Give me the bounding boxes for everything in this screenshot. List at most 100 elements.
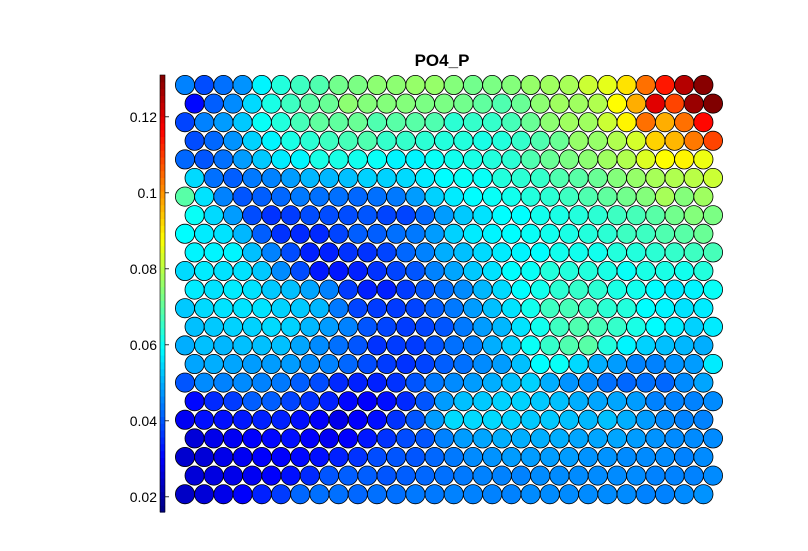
hex-cell xyxy=(683,167,704,188)
hex-cell xyxy=(213,149,234,170)
hex-cell xyxy=(703,93,724,114)
hex-cell xyxy=(424,446,445,467)
hex-cell xyxy=(578,186,599,207)
hex-cell xyxy=(655,149,676,170)
hex-cell xyxy=(674,149,695,170)
hex-cell xyxy=(376,391,397,412)
hex-cell xyxy=(242,167,263,188)
hex-cell xyxy=(482,112,503,133)
colorbar-segment xyxy=(160,416,165,424)
hex-cell xyxy=(270,186,291,207)
hex-cell xyxy=(539,446,560,467)
hex-cell xyxy=(559,186,580,207)
hex-cell xyxy=(299,93,320,114)
hex-cell xyxy=(203,428,224,449)
hex-cell xyxy=(655,298,676,319)
colorbar-segment xyxy=(160,218,165,226)
hex-cell xyxy=(482,186,503,207)
hex-cell xyxy=(482,149,503,170)
colorbar-segment xyxy=(160,375,165,383)
hex-cell xyxy=(424,75,445,96)
colorbar-segment xyxy=(160,389,165,397)
hex-cell xyxy=(309,75,330,96)
hex-cell xyxy=(357,279,378,300)
hex-cell xyxy=(174,260,195,281)
hex-cell xyxy=(462,298,483,319)
hex-cell xyxy=(386,223,407,244)
hex-cell xyxy=(578,409,599,430)
hex-cell xyxy=(626,279,647,300)
hex-cell xyxy=(309,409,330,430)
hex-cell xyxy=(635,372,656,393)
hex-cell xyxy=(597,186,618,207)
hex-cell xyxy=(616,446,637,467)
hex-cell xyxy=(645,167,666,188)
hex-cell xyxy=(520,298,541,319)
hex-cell xyxy=(386,260,407,281)
hex-cell xyxy=(203,391,224,412)
hex-cell xyxy=(328,446,349,467)
hex-cell xyxy=(194,112,215,133)
hex-cell xyxy=(194,75,215,96)
hex-cell xyxy=(539,409,560,430)
hex-cell xyxy=(462,186,483,207)
hex-cell xyxy=(501,484,522,505)
hex-cell xyxy=(261,167,282,188)
hex-cell xyxy=(655,446,676,467)
hex-cell xyxy=(251,223,272,244)
hex-cell xyxy=(347,75,368,96)
colorbar-segment xyxy=(160,436,165,445)
hex-cell xyxy=(347,484,368,505)
hex-cell xyxy=(347,149,368,170)
hex-cell xyxy=(510,279,531,300)
hex-cell xyxy=(607,316,628,337)
hex-cell xyxy=(520,484,541,505)
hex-cell xyxy=(703,167,724,188)
hex-cell xyxy=(703,391,724,412)
hex-cell xyxy=(386,75,407,96)
hex-cell xyxy=(270,223,291,244)
colorbar-segment xyxy=(160,361,165,370)
hex-cell xyxy=(693,446,714,467)
hex-cell xyxy=(693,260,714,281)
hex-cell xyxy=(501,75,522,96)
hex-cell xyxy=(366,112,387,133)
hex-cell xyxy=(664,167,685,188)
hex-cell xyxy=(635,298,656,319)
hex-cell xyxy=(530,465,551,486)
hex-cell xyxy=(338,428,359,449)
hex-cell xyxy=(242,465,263,486)
hex-cell xyxy=(549,130,570,151)
hex-cell xyxy=(693,149,714,170)
hex-cell xyxy=(299,391,320,412)
hex-cell xyxy=(424,484,445,505)
hex-cell xyxy=(510,391,531,412)
hex-cell xyxy=(290,484,311,505)
hex-cell xyxy=(683,205,704,226)
hex-cell xyxy=(347,335,368,356)
hex-cell xyxy=(568,465,589,486)
hex-cell xyxy=(616,298,637,319)
hex-cell xyxy=(376,167,397,188)
hex-cell xyxy=(386,446,407,467)
hex-cell xyxy=(472,167,493,188)
hex-cell xyxy=(357,242,378,263)
hex-cell xyxy=(501,446,522,467)
colorbar-segment xyxy=(160,191,165,199)
hex-cell xyxy=(626,242,647,263)
hex-cell xyxy=(703,428,724,449)
hex-cell xyxy=(674,298,695,319)
hex-cell xyxy=(328,223,349,244)
hex-cell xyxy=(683,93,704,114)
hex-cell xyxy=(674,223,695,244)
hex-cell xyxy=(559,260,580,281)
colorbar-segment xyxy=(160,313,165,322)
hex-cell xyxy=(232,484,253,505)
colorbar-segment xyxy=(160,156,165,165)
hex-cell xyxy=(693,75,714,96)
hex-cell xyxy=(607,465,628,486)
hex-cell xyxy=(299,167,320,188)
hex-cell xyxy=(376,279,397,300)
hex-cell xyxy=(290,223,311,244)
